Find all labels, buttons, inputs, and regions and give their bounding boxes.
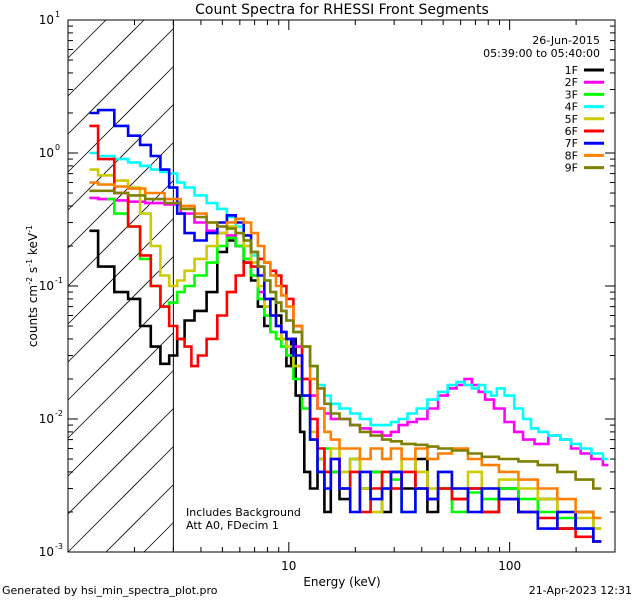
x-axis-label: Energy (keV) bbox=[303, 575, 380, 589]
legend-label-8F: 8F bbox=[565, 149, 578, 162]
series-4F bbox=[89, 151, 609, 461]
legend-label-6F: 6F bbox=[565, 125, 578, 138]
hatch-line bbox=[67, 370, 174, 477]
series-8F bbox=[89, 181, 602, 520]
y-axis-label: counts cm-2 s-1 keV-1 bbox=[25, 225, 40, 347]
hatch-line bbox=[67, 408, 174, 515]
hatch-line bbox=[67, 256, 174, 363]
series-layer bbox=[89, 108, 609, 543]
y-tick-label: 10 bbox=[39, 279, 54, 293]
y-tick-exponent: -2 bbox=[55, 409, 63, 418]
legend-label-9F: 9F bbox=[565, 162, 578, 175]
hatch-line bbox=[67, 294, 174, 401]
y-tick-exponent: -3 bbox=[55, 542, 63, 551]
hatch-line bbox=[67, 19, 107, 59]
y-tick-exponent: 0 bbox=[55, 143, 60, 152]
hatch-line bbox=[143, 522, 174, 553]
y-tick-label: 10 bbox=[39, 146, 54, 160]
date-label: 26-Jun-2015 bbox=[532, 34, 600, 47]
time-range-label: 05:39:00 to 05:40:00 bbox=[483, 47, 600, 60]
legend-label-5F: 5F bbox=[565, 113, 578, 126]
hatch-line bbox=[67, 19, 145, 97]
legend-label-7F: 7F bbox=[565, 137, 578, 150]
x-tick-label: 100 bbox=[498, 559, 521, 573]
series-9F bbox=[89, 189, 602, 490]
footer-generated: Generated by hsi_min_spectra_plot.pro bbox=[2, 584, 218, 597]
series-3F bbox=[106, 197, 602, 530]
hatch-line bbox=[67, 218, 174, 325]
hatched-region bbox=[67, 19, 174, 553]
legend-label-2F: 2F bbox=[565, 76, 578, 89]
x-tick-label: 10 bbox=[281, 559, 296, 573]
y-tick-label: 10 bbox=[39, 13, 54, 27]
y-tick-label: 10 bbox=[39, 545, 54, 559]
legend-label-1F: 1F bbox=[565, 64, 578, 77]
y-tick-exponent: 1 bbox=[55, 10, 60, 19]
hatch-line bbox=[67, 332, 174, 439]
y-label-exp: -1 bbox=[25, 259, 34, 267]
y-tick-exponent: -1 bbox=[55, 276, 63, 285]
y-label-part: keV bbox=[26, 232, 40, 259]
annotation-background: Includes Background bbox=[186, 506, 301, 519]
x-axis: 10 100 bbox=[67, 20, 616, 573]
annotation-attenuator: Att A0, FDecim 1 bbox=[186, 519, 279, 532]
hatch-line bbox=[105, 484, 174, 553]
y-tick-label: 10 bbox=[39, 412, 54, 426]
y-label-part: counts cm bbox=[26, 285, 40, 347]
hatch-line bbox=[67, 104, 174, 211]
hatch-line bbox=[67, 446, 174, 553]
footer-timestamp: 21-Apr-2023 12:31 bbox=[528, 584, 632, 597]
y-label-part: s bbox=[26, 267, 40, 277]
hatch-line bbox=[67, 142, 174, 249]
series-7F bbox=[89, 108, 602, 543]
chart-title: Count Spectra for RHESSI Front Segments bbox=[195, 2, 489, 18]
hatch-line bbox=[67, 28, 174, 135]
legend-label-4F: 4F bbox=[565, 101, 578, 114]
y-label-exp: -2 bbox=[25, 277, 34, 285]
hatch-line bbox=[67, 66, 174, 173]
legend-label-3F: 3F bbox=[565, 88, 578, 101]
y-label-exp: -1 bbox=[25, 225, 34, 233]
